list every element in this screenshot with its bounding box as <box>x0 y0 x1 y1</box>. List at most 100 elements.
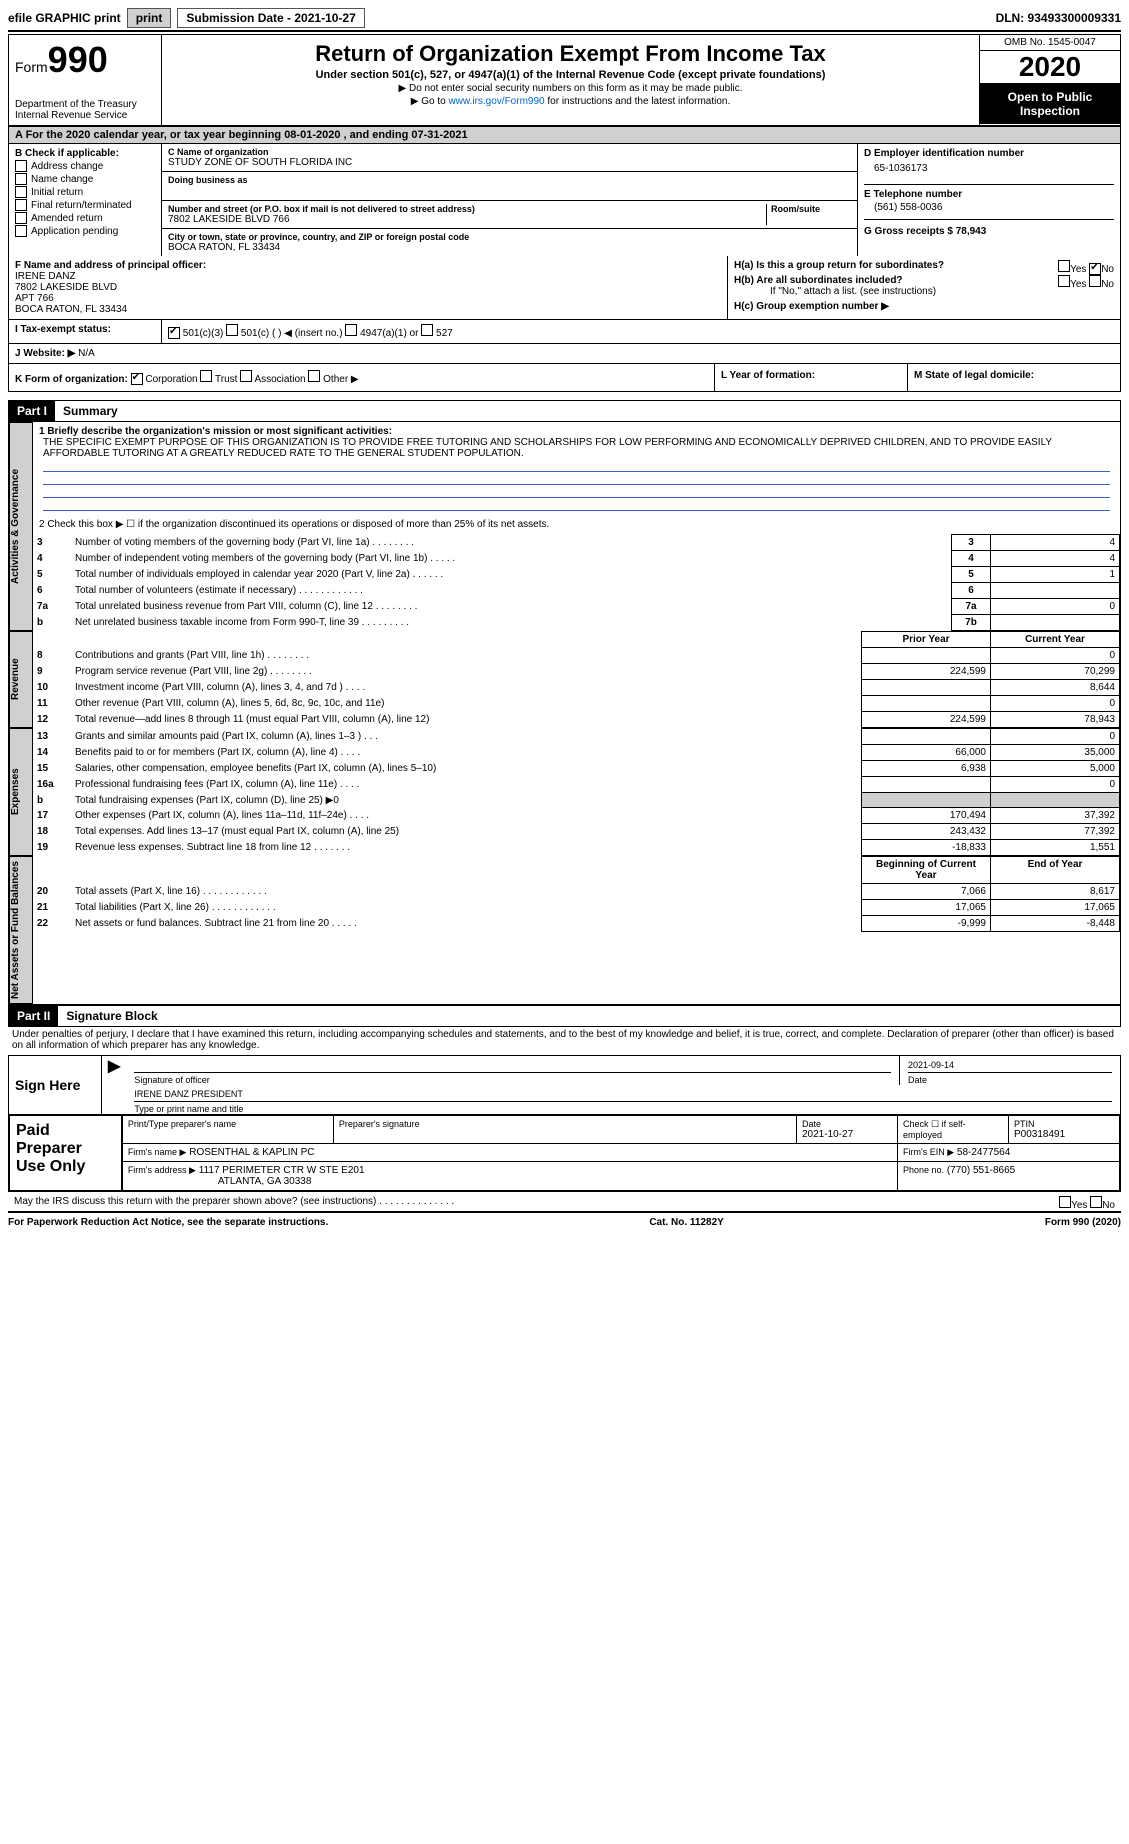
officer-city: BOCA RATON, FL 33434 <box>15 304 721 315</box>
table-row: 13Grants and similar amounts paid (Part … <box>33 729 1120 745</box>
submission-date: Submission Date - 2021-10-27 <box>177 8 364 28</box>
paid-preparer-label: Paid Preparer Use Only <box>9 1115 122 1191</box>
boxJ-label: J Website: ▶ <box>15 348 75 359</box>
website-row: J Website: ▶ N/A <box>8 344 1121 364</box>
officer-addr1: 7802 LAKESIDE BLVD <box>15 282 721 293</box>
addr-label: Number and street (or P.O. box if mail i… <box>168 204 766 214</box>
part2-title: Signature Block <box>58 1006 165 1026</box>
table-row: 8Contributions and grants (Part VIII, li… <box>33 648 1120 664</box>
city-value: BOCA RATON, FL 33434 <box>168 242 851 253</box>
cb-name-change[interactable]: Name change <box>15 173 155 185</box>
part1-label: Part I <box>9 401 55 421</box>
table-row: 10Investment income (Part VIII, column (… <box>33 680 1120 696</box>
form-title: Return of Organization Exempt From Incom… <box>168 41 973 67</box>
cb-initial-return[interactable]: Initial return <box>15 186 155 198</box>
officer-group-block: F Name and address of principal officer:… <box>8 256 1121 320</box>
table-row: 16aProfessional fundraising fees (Part I… <box>33 777 1120 793</box>
summary-governance: Activities & Governance 1 Briefly descri… <box>8 422 1121 631</box>
officer-name: IRENE DANZ <box>15 271 721 282</box>
hb-line: H(b) Are all subordinates included? Yes … <box>734 275 1114 286</box>
exp-table: 13Grants and similar amounts paid (Part … <box>33 728 1120 856</box>
tax-status-row: I Tax-exempt status: 501(c)(3) 501(c) ( … <box>8 320 1121 344</box>
cb-app-pending[interactable]: Application pending <box>15 225 155 237</box>
part1-title: Summary <box>55 401 126 421</box>
type-name-label: Type or print name and title <box>126 1104 1120 1114</box>
period-line: A For the 2020 calendar year, or tax yea… <box>8 126 1121 144</box>
rev-table: Prior YearCurrent Year 8Contributions an… <box>33 631 1120 728</box>
net-table: Beginning of Current YearEnd of Year 20T… <box>33 856 1120 932</box>
table-row: 21Total liabilities (Part X, line 26) . … <box>33 900 1120 916</box>
table-row: 12Total revenue—add lines 8 through 11 (… <box>33 712 1120 728</box>
table-row: 18Total expenses. Add lines 13–17 (must … <box>33 824 1120 840</box>
efile-label: efile GRAPHIC print <box>8 11 121 25</box>
summary-expenses: Expenses 13Grants and similar amounts pa… <box>8 728 1121 856</box>
form-subtitle: Under section 501(c), 527, or 4947(a)(1)… <box>168 69 973 81</box>
officer-addr2: APT 766 <box>15 293 721 304</box>
cb-discuss-yes[interactable] <box>1059 1196 1071 1208</box>
sig-date: 2021-09-14 <box>908 1058 1112 1073</box>
table-row: 22Net assets or fund balances. Subtract … <box>33 916 1120 932</box>
table-row: 9Program service revenue (Part VIII, lin… <box>33 664 1120 680</box>
cb-501c[interactable] <box>226 324 238 336</box>
line2: 2 Check this box ▶ ☐ if the organization… <box>33 515 1120 534</box>
cb-corp[interactable] <box>131 373 143 385</box>
sig-officer-label: Signature of officer <box>126 1075 899 1085</box>
ein-value: 65-1036173 <box>874 163 1114 174</box>
sign-here-label: Sign Here <box>9 1056 102 1114</box>
phone-value: (561) 558-0036 <box>874 202 1114 213</box>
city-label: City or town, state or province, country… <box>168 232 851 242</box>
print-button[interactable]: print <box>127 8 172 28</box>
irs-link[interactable]: www.irs.gov/Form990 <box>448 96 544 107</box>
top-bar: efile GRAPHIC print print Submission Dat… <box>8 8 1121 28</box>
cb-assoc[interactable] <box>240 370 252 382</box>
instr-ssn: ▶ Do not enter social security numbers o… <box>168 83 973 94</box>
cb-final-return[interactable]: Final return/terminated <box>15 199 155 211</box>
dept-treasury: Department of the Treasury <box>15 99 155 110</box>
page-footer: For Paperwork Reduction Act Notice, see … <box>8 1217 1121 1228</box>
cb-501c3[interactable] <box>168 327 180 339</box>
gross-receipts: G Gross receipts $ 78,943 <box>864 226 1114 237</box>
tab-expenses: Expenses <box>9 728 33 856</box>
cb-address-change[interactable]: Address change <box>15 160 155 172</box>
table-row: 4Number of independent voting members of… <box>33 551 1120 567</box>
preparer-table: Print/Type preparer's name Preparer's si… <box>122 1115 1120 1191</box>
ein-label: D Employer identification number <box>864 148 1114 159</box>
part2-header: Part II Signature Block <box>8 1005 1121 1027</box>
discuss-row: May the IRS discuss this return with the… <box>8 1192 1121 1213</box>
org-name-label: C Name of organization <box>168 147 851 157</box>
cb-discuss-no[interactable] <box>1090 1196 1102 1208</box>
form-org-row: K Form of organization: Corporation Trus… <box>8 364 1121 392</box>
irs-label: Internal Revenue Service <box>15 110 155 121</box>
summary-revenue: Revenue Prior YearCurrent Year 8Contribu… <box>8 631 1121 728</box>
table-row: 11Other revenue (Part VIII, column (A), … <box>33 696 1120 712</box>
table-row: 19Revenue less expenses. Subtract line 1… <box>33 840 1120 856</box>
addr-value: 7802 LAKESIDE BLVD 766 <box>168 214 766 225</box>
officer-label: F Name and address of principal officer: <box>15 260 721 271</box>
dln: DLN: 93493300009331 <box>996 11 1121 25</box>
boxK-label: K Form of organization: <box>15 374 128 385</box>
cb-527[interactable] <box>421 324 433 336</box>
form-ref: Form 990 (2020) <box>1045 1217 1121 1228</box>
table-row: 15Salaries, other compensation, employee… <box>33 761 1120 777</box>
table-row: 5Total number of individuals employed in… <box>33 567 1120 583</box>
hc-line: H(c) Group exemption number ▶ <box>734 301 1114 312</box>
cb-4947[interactable] <box>345 324 357 336</box>
cb-amended-return[interactable]: Amended return <box>15 212 155 224</box>
form-number: Form990 <box>15 39 155 81</box>
omb-number: OMB No. 1545-0047 <box>980 35 1120 51</box>
table-row: bTotal fundraising expenses (Part IX, co… <box>33 793 1120 808</box>
phone-label: E Telephone number <box>864 189 1114 200</box>
tax-year: 2020 <box>980 51 1120 84</box>
form-header: Form990 Department of the Treasury Inter… <box>8 34 1121 126</box>
tab-governance: Activities & Governance <box>9 422 33 631</box>
gov-table: 3Number of voting members of the governi… <box>33 534 1120 631</box>
cb-trust[interactable] <box>200 370 212 382</box>
part1-header: Part I Summary <box>8 400 1121 422</box>
website-value: N/A <box>78 348 95 359</box>
cb-other[interactable] <box>308 370 320 382</box>
boxM-label: M State of legal domicile: <box>914 370 1034 381</box>
mission-text: THE SPECIFIC EXEMPT PURPOSE OF THIS ORGA… <box>39 437 1114 459</box>
tab-netassets: Net Assets or Fund Balances <box>9 856 33 1004</box>
room-label: Room/suite <box>771 204 851 214</box>
date-label: Date <box>900 1075 1120 1085</box>
